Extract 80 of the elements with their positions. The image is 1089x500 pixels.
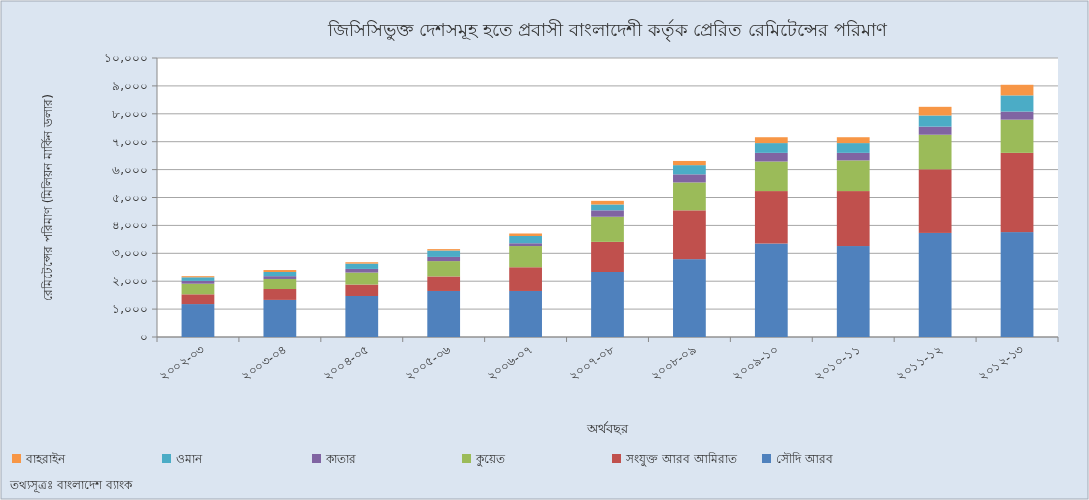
x-axis-title: অর্থবছর	[586, 421, 629, 436]
bar	[427, 250, 461, 257]
bar	[591, 271, 624, 337]
bar	[427, 256, 461, 262]
bar	[836, 246, 870, 337]
bar	[345, 295, 379, 337]
bar	[591, 204, 624, 211]
bar	[836, 137, 870, 144]
bar	[836, 152, 870, 161]
legend-label: বাহরাইন	[25, 452, 66, 466]
bar	[673, 182, 706, 211]
bar	[427, 276, 461, 291]
bar	[181, 294, 215, 305]
y-tick-label: ১০,০০০	[104, 51, 148, 65]
bar	[754, 137, 788, 144]
bar	[918, 115, 952, 127]
bar	[673, 160, 706, 166]
y-tick-label: ৩,০০০	[112, 246, 148, 261]
bar	[918, 106, 952, 116]
bar	[1000, 152, 1034, 233]
bar	[918, 126, 952, 135]
chart-title: জিসিসিভুক্ত দেশসমূহ হতে প্রবাসী বাংলাদেশী কর্তৃক প্রেরিত রেমিটেন্সের পরিমাণ	[327, 19, 888, 42]
text: তথ্যসূত্রঃ বাংলাদেশ ব্যাংক	[9, 478, 133, 493]
bar	[345, 284, 379, 296]
bar	[509, 243, 542, 247]
bar	[754, 243, 788, 337]
bar	[591, 210, 624, 217]
y-tick-label: ৯,০০০	[112, 78, 148, 93]
legend-label: কাতার	[325, 452, 356, 466]
legend-label: কুয়েত	[475, 452, 506, 467]
bar	[263, 289, 297, 300]
bar	[673, 210, 706, 260]
y-axis-title: রেমিটেন্সের পরিমাণ (মিলিয়ন মার্কিন ডলার)	[41, 94, 55, 301]
bar	[345, 263, 379, 269]
bar	[345, 268, 379, 273]
bar	[754, 161, 788, 192]
y-tick-label: ৫,০০০	[112, 190, 148, 205]
legend-label: সৌদি আরব	[776, 452, 833, 466]
bar	[836, 160, 870, 192]
bar	[591, 241, 624, 272]
bar	[509, 290, 542, 337]
y-tick-label: ৪,০০০	[112, 218, 148, 233]
bar	[1000, 95, 1034, 112]
y-tick-label: ৭,০০০	[112, 134, 148, 149]
y-tick-label: ০	[140, 330, 148, 344]
bar	[1000, 232, 1034, 337]
y-tick-label: ১,০০০	[112, 302, 148, 317]
legend-label: ওমান	[176, 452, 203, 466]
bar	[263, 271, 297, 277]
bar	[591, 216, 624, 242]
bar	[263, 299, 297, 337]
bar	[427, 290, 461, 337]
y-tick-label: ২,০০০	[112, 274, 148, 289]
bar	[181, 304, 215, 337]
bar	[509, 236, 542, 244]
bar	[345, 272, 379, 285]
bar	[509, 246, 542, 268]
bar	[673, 259, 706, 337]
y-tick-label: ৮,০০০	[112, 106, 148, 121]
bar	[263, 276, 297, 279]
bar	[836, 143, 870, 153]
bar	[754, 152, 788, 162]
bar	[673, 165, 706, 175]
bar	[509, 267, 542, 291]
y-tick-label: ৬,০০০	[112, 162, 148, 177]
bar	[754, 143, 788, 153]
bar	[918, 169, 952, 233]
bar	[509, 233, 542, 236]
bar	[836, 191, 870, 247]
bar	[918, 134, 952, 170]
bar	[181, 283, 215, 295]
legend-label: সংযুক্ত আরব আমিরাত	[625, 452, 738, 467]
bar	[263, 278, 297, 290]
bar	[1000, 111, 1034, 120]
bar	[754, 191, 788, 244]
bar	[673, 174, 706, 183]
bar	[1000, 119, 1034, 153]
bar	[427, 261, 461, 277]
bar	[1000, 84, 1034, 96]
bar	[918, 232, 952, 337]
